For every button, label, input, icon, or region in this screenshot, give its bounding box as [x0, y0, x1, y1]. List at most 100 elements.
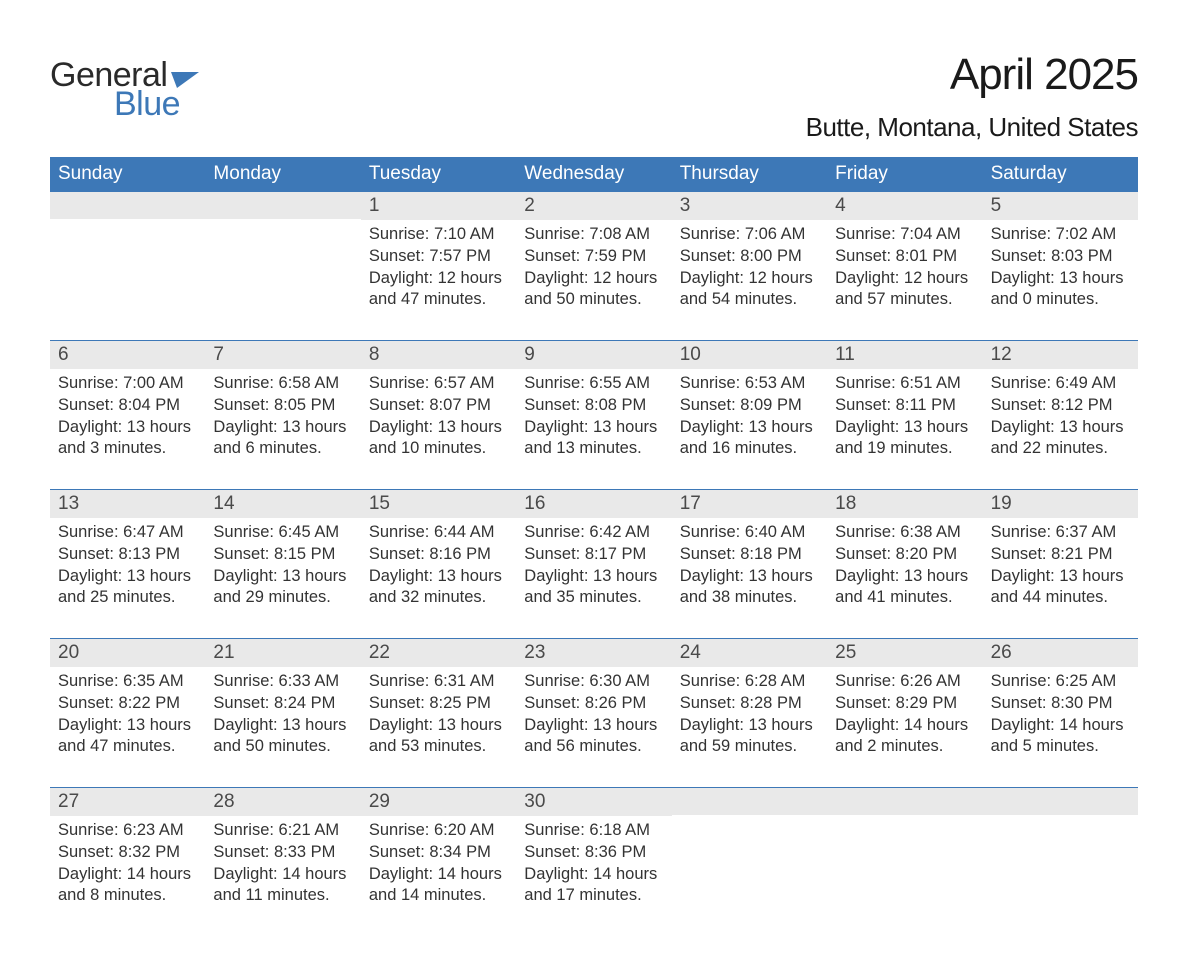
daylight-line: Daylight: 13 hours and 50 minutes. [213, 715, 352, 759]
day-number: 23 [516, 639, 671, 667]
daylight-line: Daylight: 13 hours and 38 minutes. [680, 566, 819, 610]
day-body: Sunrise: 7:10 AMSunset: 7:57 PMDaylight:… [361, 220, 516, 317]
sunset-line: Sunset: 8:20 PM [835, 544, 974, 566]
daylight-line: Daylight: 14 hours and 11 minutes. [213, 864, 352, 908]
day-cell: 17Sunrise: 6:40 AMSunset: 8:18 PMDayligh… [672, 490, 827, 638]
weekday-header-row: SundayMondayTuesdayWednesdayThursdayFrid… [50, 157, 1138, 192]
sunset-line: Sunset: 8:12 PM [991, 395, 1130, 417]
day-number: 24 [672, 639, 827, 667]
day-number [205, 192, 360, 219]
sunset-line: Sunset: 7:59 PM [524, 246, 663, 268]
location: Butte, Montana, United States [806, 112, 1138, 143]
day-cell [50, 192, 205, 340]
sunrise-line: Sunrise: 6:47 AM [58, 522, 197, 544]
sunrise-line: Sunrise: 7:04 AM [835, 224, 974, 246]
sunset-line: Sunset: 8:34 PM [369, 842, 508, 864]
day-body: Sunrise: 6:25 AMSunset: 8:30 PMDaylight:… [983, 667, 1138, 764]
daylight-line: Daylight: 14 hours and 2 minutes. [835, 715, 974, 759]
daylight-line: Daylight: 13 hours and 44 minutes. [991, 566, 1130, 610]
sunrise-line: Sunrise: 6:30 AM [524, 671, 663, 693]
day-number: 20 [50, 639, 205, 667]
sunrise-line: Sunrise: 6:21 AM [213, 820, 352, 842]
daylight-line: Daylight: 13 hours and 29 minutes. [213, 566, 352, 610]
sunset-line: Sunset: 8:15 PM [213, 544, 352, 566]
sunrise-line: Sunrise: 7:10 AM [369, 224, 508, 246]
day-body: Sunrise: 6:44 AMSunset: 8:16 PMDaylight:… [361, 518, 516, 615]
sunrise-line: Sunrise: 6:45 AM [213, 522, 352, 544]
day-cell: 26Sunrise: 6:25 AMSunset: 8:30 PMDayligh… [983, 639, 1138, 787]
day-number: 17 [672, 490, 827, 518]
day-number: 29 [361, 788, 516, 816]
sunrise-line: Sunrise: 7:02 AM [991, 224, 1130, 246]
header: General Blue April 2025 Butte, Montana, … [50, 50, 1138, 143]
sunrise-line: Sunrise: 6:33 AM [213, 671, 352, 693]
day-cell: 27Sunrise: 6:23 AMSunset: 8:32 PMDayligh… [50, 788, 205, 936]
weekday-header: Sunday [50, 157, 205, 192]
daylight-line: Daylight: 12 hours and 50 minutes. [524, 268, 663, 312]
logo-word-2: Blue [114, 85, 180, 124]
day-cell: 2Sunrise: 7:08 AMSunset: 7:59 PMDaylight… [516, 192, 671, 340]
daylight-line: Daylight: 13 hours and 13 minutes. [524, 417, 663, 461]
sunset-line: Sunset: 8:13 PM [58, 544, 197, 566]
day-body: Sunrise: 7:08 AMSunset: 7:59 PMDaylight:… [516, 220, 671, 317]
day-cell: 16Sunrise: 6:42 AMSunset: 8:17 PMDayligh… [516, 490, 671, 638]
sunrise-line: Sunrise: 6:18 AM [524, 820, 663, 842]
day-number: 22 [361, 639, 516, 667]
day-body: Sunrise: 6:53 AMSunset: 8:09 PMDaylight:… [672, 369, 827, 466]
day-cell: 7Sunrise: 6:58 AMSunset: 8:05 PMDaylight… [205, 341, 360, 489]
day-body: Sunrise: 7:06 AMSunset: 8:00 PMDaylight:… [672, 220, 827, 317]
sunset-line: Sunset: 8:25 PM [369, 693, 508, 715]
day-body: Sunrise: 6:55 AMSunset: 8:08 PMDaylight:… [516, 369, 671, 466]
day-cell: 11Sunrise: 6:51 AMSunset: 8:11 PMDayligh… [827, 341, 982, 489]
day-body: Sunrise: 6:28 AMSunset: 8:28 PMDaylight:… [672, 667, 827, 764]
day-cell: 10Sunrise: 6:53 AMSunset: 8:09 PMDayligh… [672, 341, 827, 489]
sunset-line: Sunset: 8:18 PM [680, 544, 819, 566]
week-row: 27Sunrise: 6:23 AMSunset: 8:32 PMDayligh… [50, 787, 1138, 936]
sunset-line: Sunset: 7:57 PM [369, 246, 508, 268]
day-number: 6 [50, 341, 205, 369]
daylight-line: Daylight: 12 hours and 54 minutes. [680, 268, 819, 312]
sunset-line: Sunset: 8:16 PM [369, 544, 508, 566]
sunset-line: Sunset: 8:08 PM [524, 395, 663, 417]
day-number: 15 [361, 490, 516, 518]
daylight-line: Daylight: 13 hours and 22 minutes. [991, 417, 1130, 461]
sunrise-line: Sunrise: 6:42 AM [524, 522, 663, 544]
daylight-line: Daylight: 13 hours and 16 minutes. [680, 417, 819, 461]
day-number: 28 [205, 788, 360, 816]
sunset-line: Sunset: 8:03 PM [991, 246, 1130, 268]
day-body: Sunrise: 6:30 AMSunset: 8:26 PMDaylight:… [516, 667, 671, 764]
sunset-line: Sunset: 8:29 PM [835, 693, 974, 715]
daylight-line: Daylight: 13 hours and 56 minutes. [524, 715, 663, 759]
day-body: Sunrise: 6:21 AMSunset: 8:33 PMDaylight:… [205, 816, 360, 913]
day-cell: 25Sunrise: 6:26 AMSunset: 8:29 PMDayligh… [827, 639, 982, 787]
day-number: 8 [361, 341, 516, 369]
daylight-line: Daylight: 13 hours and 19 minutes. [835, 417, 974, 461]
day-body: Sunrise: 6:49 AMSunset: 8:12 PMDaylight:… [983, 369, 1138, 466]
sunset-line: Sunset: 8:33 PM [213, 842, 352, 864]
day-number: 11 [827, 341, 982, 369]
day-number: 2 [516, 192, 671, 220]
daylight-line: Daylight: 13 hours and 3 minutes. [58, 417, 197, 461]
day-number: 12 [983, 341, 1138, 369]
day-number: 18 [827, 490, 982, 518]
sunset-line: Sunset: 8:32 PM [58, 842, 197, 864]
weekday-header: Tuesday [361, 157, 516, 192]
day-cell: 30Sunrise: 6:18 AMSunset: 8:36 PMDayligh… [516, 788, 671, 936]
day-cell: 22Sunrise: 6:31 AMSunset: 8:25 PMDayligh… [361, 639, 516, 787]
daylight-line: Daylight: 12 hours and 47 minutes. [369, 268, 508, 312]
day-number: 26 [983, 639, 1138, 667]
day-body: Sunrise: 6:51 AMSunset: 8:11 PMDaylight:… [827, 369, 982, 466]
day-cell [983, 788, 1138, 936]
day-number: 7 [205, 341, 360, 369]
sunset-line: Sunset: 8:11 PM [835, 395, 974, 417]
day-body: Sunrise: 6:20 AMSunset: 8:34 PMDaylight:… [361, 816, 516, 913]
day-cell: 29Sunrise: 6:20 AMSunset: 8:34 PMDayligh… [361, 788, 516, 936]
day-number: 19 [983, 490, 1138, 518]
day-body: Sunrise: 6:18 AMSunset: 8:36 PMDaylight:… [516, 816, 671, 913]
daylight-line: Daylight: 13 hours and 10 minutes. [369, 417, 508, 461]
day-number: 4 [827, 192, 982, 220]
day-cell: 5Sunrise: 7:02 AMSunset: 8:03 PMDaylight… [983, 192, 1138, 340]
sunrise-line: Sunrise: 6:51 AM [835, 373, 974, 395]
day-cell: 20Sunrise: 6:35 AMSunset: 8:22 PMDayligh… [50, 639, 205, 787]
daylight-line: Daylight: 13 hours and 25 minutes. [58, 566, 197, 610]
